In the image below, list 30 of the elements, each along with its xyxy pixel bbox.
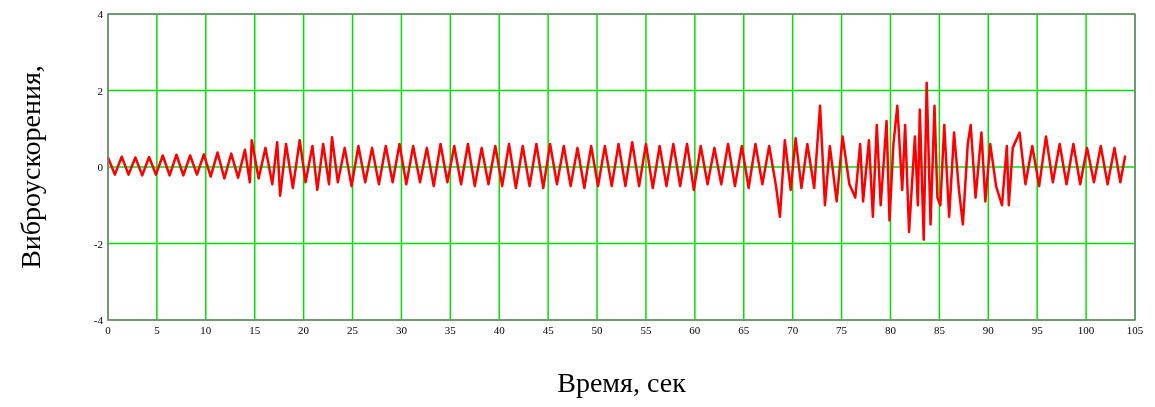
x-tick-label: 85 [933, 324, 946, 336]
x-tick-label: 20 [298, 324, 310, 336]
x-tick-label: 45 [542, 324, 555, 336]
y-tick-label: -4 [93, 314, 104, 326]
x-tick-label: 70 [787, 324, 799, 336]
x-tick-label: 40 [493, 324, 506, 336]
x-tick-label: 60 [689, 324, 701, 336]
y-axis-title: Виброускорения, [15, 65, 46, 269]
x-tick-label: 35 [444, 324, 457, 336]
x-tick-label: 105 [1126, 324, 1144, 336]
y-tick-label: 2 [97, 84, 103, 97]
y-tick-label: 4 [97, 8, 104, 20]
x-tick-label: 10 [200, 324, 212, 336]
line-series [106, 81, 1127, 241]
x-tick-label: 75 [836, 324, 848, 336]
y-tick-label: -2 [93, 237, 103, 250]
x-tick-label: 50 [591, 324, 604, 336]
x-tick-label: 90 [982, 324, 995, 336]
x-tick-label: 5 [154, 324, 161, 336]
x-tick-label: 65 [738, 324, 750, 336]
x-tick-label: 95 [1031, 324, 1044, 336]
y-tick-label: 0 [97, 161, 104, 173]
x-tick-label: 15 [249, 324, 261, 336]
x-tick-label: 30 [395, 324, 408, 336]
x-tick-label: 25 [347, 324, 359, 336]
x-axis-title: Время, сек [557, 367, 687, 398]
x-tick-label: 55 [640, 324, 652, 336]
x-tick-label: 100 [1077, 324, 1095, 336]
x-tick-label: 0 [105, 324, 112, 336]
x-tick-label: 80 [884, 324, 897, 336]
